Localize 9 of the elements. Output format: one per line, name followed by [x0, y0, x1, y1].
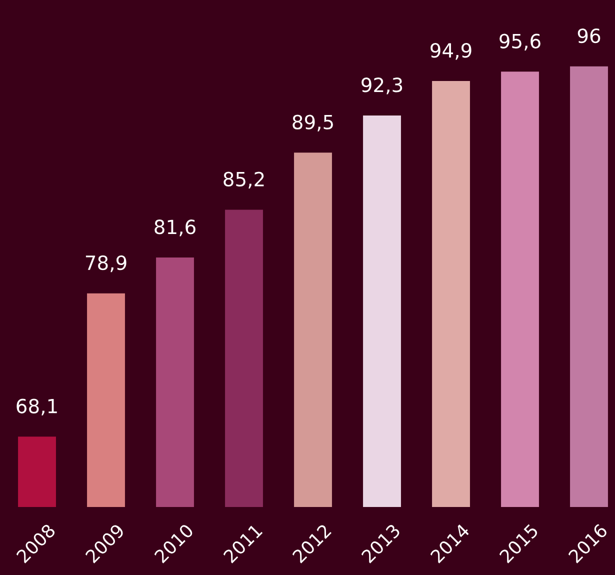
data-label: 68,1	[16, 398, 57, 416]
data-label: 81,6	[154, 220, 196, 236]
data-label: 92,3	[362, 78, 402, 94]
data-label: 94,9	[430, 43, 472, 60]
data-label: 95,6	[500, 34, 540, 50]
data-label: 89,5	[292, 114, 333, 132]
data-label: 96	[578, 28, 600, 44]
data-label: 78,9	[86, 255, 126, 272]
data-label: 85,2	[224, 172, 264, 188]
